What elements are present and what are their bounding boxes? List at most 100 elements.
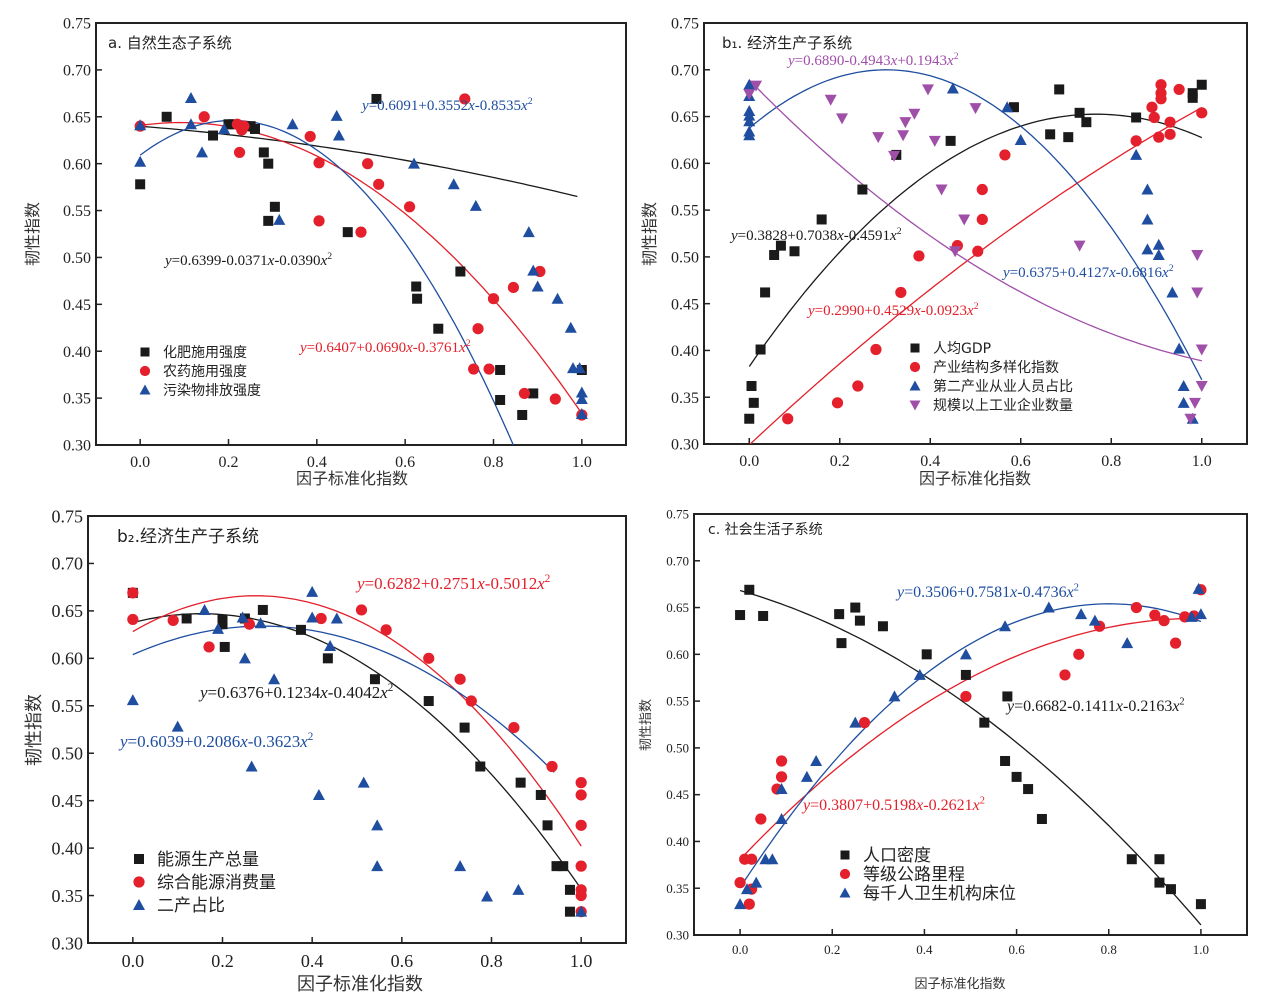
y-tick-label: 0.75 xyxy=(63,16,91,33)
data-point xyxy=(1169,637,1182,649)
data-point xyxy=(181,613,192,624)
fit-curve xyxy=(140,121,583,414)
data-point xyxy=(782,413,794,425)
data-point xyxy=(760,287,771,298)
data-point xyxy=(134,119,147,131)
data-point xyxy=(1152,238,1165,250)
data-point xyxy=(743,78,756,90)
panel-b2: 0.30 0.35 0.40 0.45 0.50 0.55 0.60 0.65 0.70 0.75… xyxy=(24,506,627,995)
data-point xyxy=(324,639,337,651)
data-point xyxy=(380,624,392,636)
data-point xyxy=(332,129,345,141)
data-point xyxy=(1001,101,1014,113)
data-point xyxy=(743,89,756,101)
data-point xyxy=(135,179,146,190)
data-point xyxy=(836,113,849,125)
y-tick-label: 0.70 xyxy=(666,553,689,568)
data-point xyxy=(411,281,422,292)
y-tick-label: 0.45 xyxy=(671,296,699,313)
y-tick-label: 0.75 xyxy=(671,16,699,33)
x-tick-label: 0.2 xyxy=(824,942,840,957)
data-point xyxy=(1185,610,1198,622)
data-point xyxy=(551,861,562,872)
data-point xyxy=(888,690,901,702)
data-point xyxy=(743,129,756,141)
data-point xyxy=(575,393,588,405)
data-point xyxy=(468,363,480,375)
data-point xyxy=(1000,755,1011,766)
x-tick-label: 0.2 xyxy=(211,951,234,971)
data-point xyxy=(958,214,971,226)
fit-curve xyxy=(748,79,1202,362)
data-point xyxy=(1184,413,1197,425)
data-point xyxy=(1164,128,1176,140)
data-point xyxy=(263,215,274,226)
data-point xyxy=(306,611,319,623)
legend-label: 二产占比 xyxy=(157,896,225,916)
data-point xyxy=(412,293,423,304)
data-point xyxy=(459,722,470,733)
data-point xyxy=(1155,79,1167,91)
data-point xyxy=(306,585,319,597)
data-point xyxy=(748,397,759,408)
data-point xyxy=(371,819,384,831)
data-point xyxy=(423,696,434,707)
data-point xyxy=(959,648,972,660)
data-point xyxy=(355,604,368,616)
data-point xyxy=(312,788,325,800)
x-tick-label: 0.0 xyxy=(130,454,150,471)
data-point xyxy=(495,364,506,375)
data-point xyxy=(268,673,281,685)
y-tick-label: 0.50 xyxy=(671,249,699,266)
plot-frame xyxy=(87,515,627,944)
data-point xyxy=(433,323,444,334)
data-point xyxy=(775,812,788,824)
data-point xyxy=(1130,601,1142,614)
x-tick-label: 1.0 xyxy=(572,454,592,471)
x-tick-label: 0.2 xyxy=(830,453,850,470)
data-point xyxy=(575,905,588,917)
legend-label: 规模以上工业企业数量 xyxy=(933,397,1073,414)
data-point xyxy=(1045,129,1056,140)
data-point xyxy=(245,760,258,772)
data-point xyxy=(758,610,769,621)
data-point xyxy=(257,604,268,615)
data-point xyxy=(371,860,384,872)
fit-equation: y=0.6376+0.1234x-0.4042x2​ xyxy=(198,682,393,702)
data-point xyxy=(322,653,333,664)
data-point xyxy=(1153,131,1165,143)
data-point xyxy=(810,754,823,766)
x-tick-label: 0.6 xyxy=(1008,942,1025,957)
data-point xyxy=(1008,102,1019,113)
data-point xyxy=(495,394,506,405)
fit-curve xyxy=(748,69,1203,381)
data-point xyxy=(134,155,147,167)
data-point xyxy=(546,760,558,773)
data-point xyxy=(208,130,219,141)
data-point xyxy=(755,344,766,355)
data-point xyxy=(528,388,539,399)
fit-curve xyxy=(739,617,1201,860)
data-point xyxy=(1130,135,1142,147)
fit-equation: y=0.2990+0.4529x-0.0923x2​ xyxy=(806,301,979,319)
fit-curve xyxy=(132,613,582,890)
data-point xyxy=(522,226,535,238)
y-tick-label: 0.30 xyxy=(63,438,91,455)
data-point xyxy=(423,652,435,664)
panel-title: b₂.经济生产子系统 xyxy=(117,527,259,547)
data-point xyxy=(734,877,746,889)
y-tick-label: 0.60 xyxy=(671,156,699,173)
data-point xyxy=(743,109,756,121)
data-point xyxy=(315,612,327,625)
data-point xyxy=(542,820,553,831)
data-point xyxy=(161,111,172,122)
x-tick-label: 1.0 xyxy=(1192,453,1212,470)
data-point xyxy=(295,624,306,635)
data-point xyxy=(1154,854,1165,865)
y-tick-label: 0.30 xyxy=(671,437,699,454)
fit-equation: y=0.3807+0.5198x-0.2621x2​ xyxy=(801,796,985,814)
data-point xyxy=(1166,286,1179,298)
y-tick-label: 0.55 xyxy=(666,694,689,709)
data-point xyxy=(167,614,179,626)
